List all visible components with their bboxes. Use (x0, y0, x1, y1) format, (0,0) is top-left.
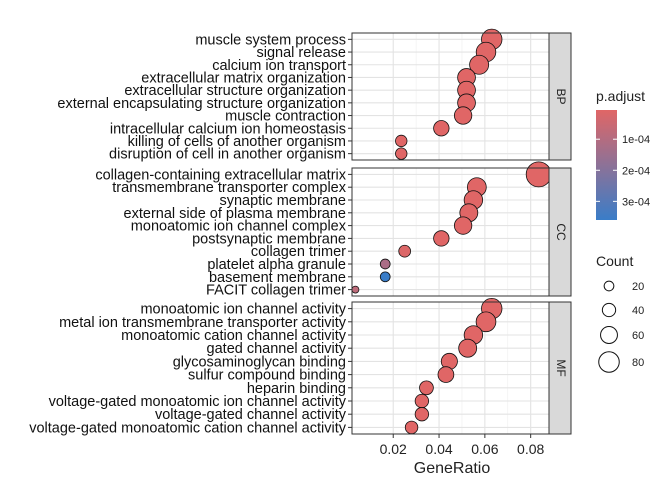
data-point (433, 230, 450, 247)
x-tick-label: 0.06 (471, 441, 498, 457)
size-key-circle (603, 280, 615, 292)
term-label: extracellular structure organization (124, 83, 346, 99)
size-key-circle (600, 326, 618, 344)
data-point (469, 54, 490, 75)
data-point (414, 393, 430, 409)
term-label: transmembrane transporter complex (112, 180, 346, 196)
term-label: monoatomic ion channel complex (131, 219, 347, 235)
size-key-label: 80 (632, 357, 644, 369)
color-legend: p.adjust 1e-04 2e-04 3e-04 (596, 88, 650, 220)
facet-strip-label: BP (554, 88, 568, 104)
term-label: disruption of cell in another organism (109, 147, 346, 163)
term-label: collagen-containing extracellular matrix (95, 167, 346, 183)
data-point (458, 338, 478, 358)
facet-strip-label: CC (554, 223, 568, 241)
facet-strip (548, 32, 572, 161)
term-label: sulfur compound binding (188, 368, 346, 384)
size-key-label: 20 (632, 281, 644, 293)
size-key-label: 60 (632, 330, 644, 342)
data-point (351, 285, 360, 294)
term-label: monoatomic cation channel activity (121, 328, 347, 344)
data-point (398, 244, 412, 258)
color-tick-label: 2e-04 (622, 165, 650, 177)
data-point (525, 161, 552, 188)
term-label: calcium ion transport (212, 58, 346, 74)
x-axis: 0.02 0.04 0.06 0.08 (380, 434, 545, 457)
panel-background (352, 33, 549, 160)
color-legend-ticks: 1e-04 2e-04 3e-04 (596, 134, 650, 208)
facet-strip-label: MF (554, 359, 568, 376)
term-label: muscle system process (195, 32, 346, 48)
size-key-label: 40 (632, 305, 644, 317)
size-key-circle (598, 351, 620, 373)
color-tick-label: 1e-04 (622, 134, 650, 146)
term-label: voltage-gated monoatomic cation channel … (29, 420, 347, 436)
term-label: metal ion transmembrane transporter acti… (59, 315, 347, 331)
term-label: FACIT collagen trimer (206, 283, 346, 299)
color-tick-label: 3e-04 (622, 196, 650, 208)
term-label: intracellular calcium ion homeostasis (110, 121, 346, 137)
data-point (395, 134, 408, 148)
data-point (395, 147, 408, 160)
size-legend-title: Count (596, 253, 633, 269)
data-point (404, 420, 419, 435)
term-label: collagen trimer (251, 244, 346, 260)
data-point (453, 106, 473, 125)
term-label: gated channel activity (207, 341, 347, 357)
data-point (453, 216, 473, 235)
term-label: platelet alpha granule (207, 257, 346, 273)
term-label: basement membrane (209, 270, 346, 286)
x-axis-title: GeneRatio (414, 460, 491, 477)
term-label: voltage-gated channel activity (155, 407, 347, 423)
color-legend-title: p.adjust (596, 88, 645, 104)
data-point (379, 258, 391, 270)
term-label: postsynaptic membrane (192, 231, 346, 247)
size-legend: Count 20 40 60 80 (596, 253, 644, 373)
data-point (475, 311, 497, 333)
term-label: heparin binding (247, 381, 346, 397)
data-point (379, 271, 391, 283)
x-tick-label: 0.02 (380, 441, 407, 457)
term-label: muscle contraction (225, 109, 346, 125)
x-tick-label: 0.04 (425, 441, 452, 457)
term-label: signal release (257, 45, 346, 61)
size-legend-keys: 20 40 60 80 (598, 280, 644, 373)
facet-strip (548, 167, 572, 297)
facet-panel-cc: collagen-containing extracellular matrix… (95, 161, 572, 299)
term-label: external side of plasma membrane (124, 206, 346, 222)
data-point (437, 366, 455, 383)
data-point (433, 120, 450, 137)
term-label: extracellular matrix organization (141, 70, 346, 86)
term-label: external encapsulating structure organiz… (57, 96, 346, 112)
data-point (414, 407, 430, 422)
x-tick-label: 0.08 (517, 441, 544, 457)
data-point (419, 380, 434, 396)
term-label: synaptic membrane (219, 193, 346, 209)
term-label: glycosaminoglycan binding (173, 354, 346, 370)
size-key-circle (601, 302, 617, 318)
term-label: voltage-gated monoatomic ion channel act… (49, 394, 347, 410)
term-label: killing of cells of another organism (128, 134, 346, 150)
term-label: monoatomic ion channel activity (140, 302, 346, 318)
color-legend-bar (596, 110, 617, 220)
facet-strip (548, 301, 572, 435)
